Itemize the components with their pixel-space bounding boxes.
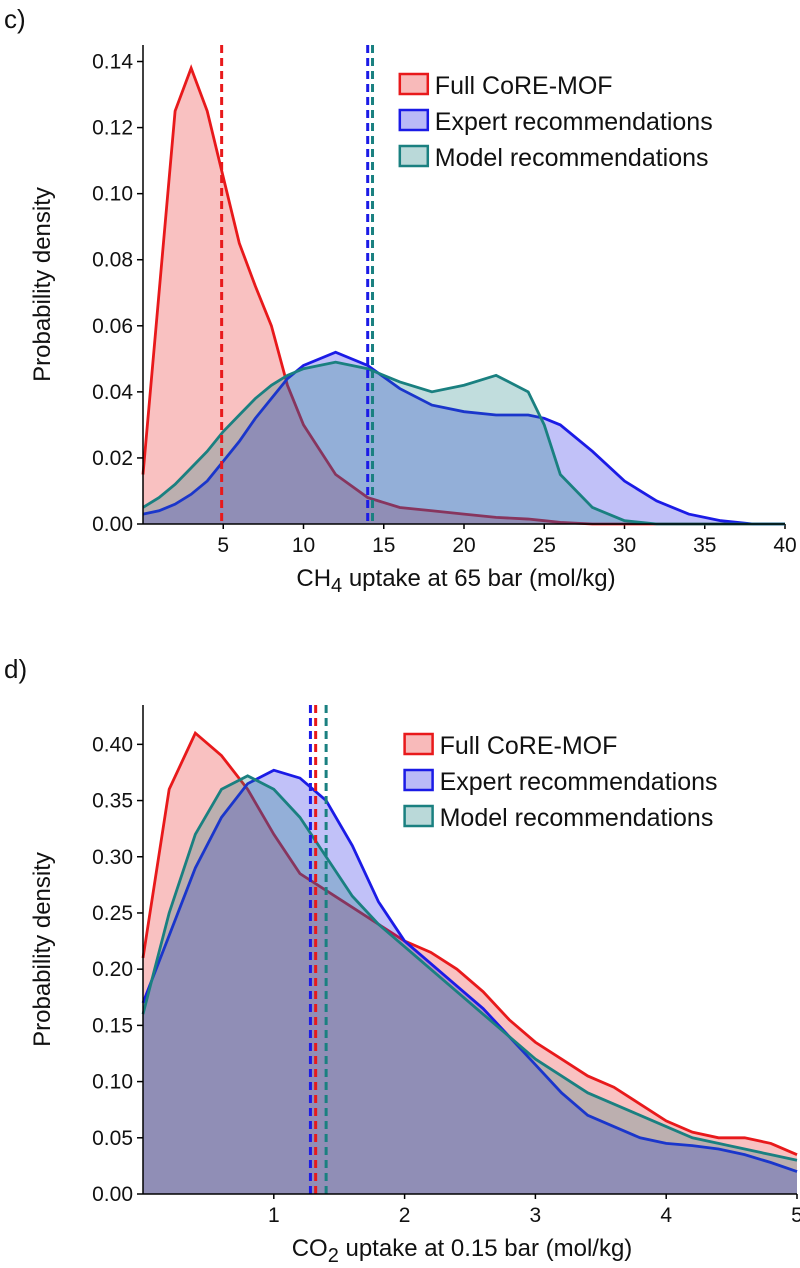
legend-swatch: [403, 768, 434, 792]
y-tick-label: 0.35: [92, 790, 133, 813]
legend-swatch: [398, 72, 430, 96]
legend-label: Model recommendations: [440, 804, 714, 832]
y-tick-label: 0.08: [92, 249, 133, 272]
legend-swatch: [403, 732, 434, 756]
legend-swatch: [403, 804, 434, 828]
x-label-part: 4: [331, 575, 342, 597]
density-line: [141, 730, 798, 1156]
y-tick-label: 0.15: [92, 1014, 133, 1037]
y-tick-label: 0.20: [92, 958, 133, 981]
y-tick-label: 0.02: [92, 447, 133, 470]
density-area: [143, 775, 797, 1194]
density-area: [143, 770, 797, 1194]
density-line: [142, 360, 785, 526]
panel-label: c): [4, 4, 26, 34]
legend-label: Expert recommendations: [435, 108, 713, 136]
legend-label: Expert recommendations: [440, 768, 718, 796]
x-axis-label: CO2 uptake at 0.15 bar (mol/kg): [292, 1235, 633, 1267]
y-tick-label: 0.06: [92, 315, 133, 338]
y-axis-label: Probability density: [29, 187, 56, 382]
x-tick-label: 5: [791, 1204, 800, 1227]
legend-swatch: [398, 108, 430, 132]
x-tick-label: 20: [452, 534, 475, 557]
plot: 0.00 0.05 0.10 0.15 0.20 0.25 0.30 0.35 0.40 1 2 3 4…: [4, 654, 800, 1267]
x-label-part: uptake at 0.15 bar (mol/kg): [339, 1235, 632, 1262]
y-tick-label: 0.04: [92, 381, 133, 404]
y-tick-label: 0.12: [92, 117, 133, 140]
density-area: [143, 352, 785, 524]
density-line: [141, 768, 798, 1173]
panel-label: d): [4, 654, 27, 684]
density-area: [143, 362, 785, 524]
x-tick-label: 40: [773, 534, 796, 557]
y-tick-label: 0.25: [92, 902, 133, 925]
density-line: [141, 774, 798, 1162]
y-tick-label: 0.10: [92, 1071, 133, 1094]
y-tick-label: 0.40: [92, 733, 133, 756]
y-tick-label: 0.10: [92, 183, 133, 206]
legend-label: Model recommendations: [435, 144, 709, 172]
x-axis-label: CH4 uptake at 65 bar (mol/kg): [296, 565, 615, 597]
x-tick-label: 25: [533, 534, 556, 557]
y-tick-label: 0.00: [92, 513, 133, 536]
x-tick-label: 4: [660, 1204, 672, 1227]
x-tick-label: 15: [372, 534, 395, 557]
legend-label: Full CoRE-MOF: [440, 732, 618, 760]
legend-swatch: [398, 144, 430, 168]
plot: 0.00 0.02 0.04 0.06 0.08 0.10 0.12 0.14 5 10 15 20 2…: [4, 4, 797, 597]
x-tick-label: 10: [292, 534, 315, 557]
y-axis-label: Probability density: [29, 852, 56, 1047]
legend-label: Full CoRE-MOF: [435, 72, 613, 100]
x-tick-label: 35: [693, 534, 716, 557]
x-tick-label: 5: [217, 534, 229, 557]
x-tick-label: 1: [268, 1204, 280, 1227]
x-tick-label: 2: [399, 1204, 411, 1227]
x-label-part: CH: [296, 565, 331, 592]
density-area: [143, 733, 797, 1194]
y-tick-label: 0.14: [92, 51, 133, 74]
x-label-part: 2: [328, 1245, 339, 1267]
density-line: [142, 350, 785, 526]
x-label-part: CO: [292, 1235, 328, 1262]
y-tick-label: 0.05: [92, 1127, 133, 1150]
x-label-part: uptake at 65 bar (mol/kg): [342, 565, 615, 592]
x-tick-label: 3: [530, 1204, 542, 1227]
y-tick-label: 0.30: [92, 846, 133, 869]
x-tick-label: 30: [613, 534, 636, 557]
y-tick-label: 0.00: [92, 1183, 133, 1206]
